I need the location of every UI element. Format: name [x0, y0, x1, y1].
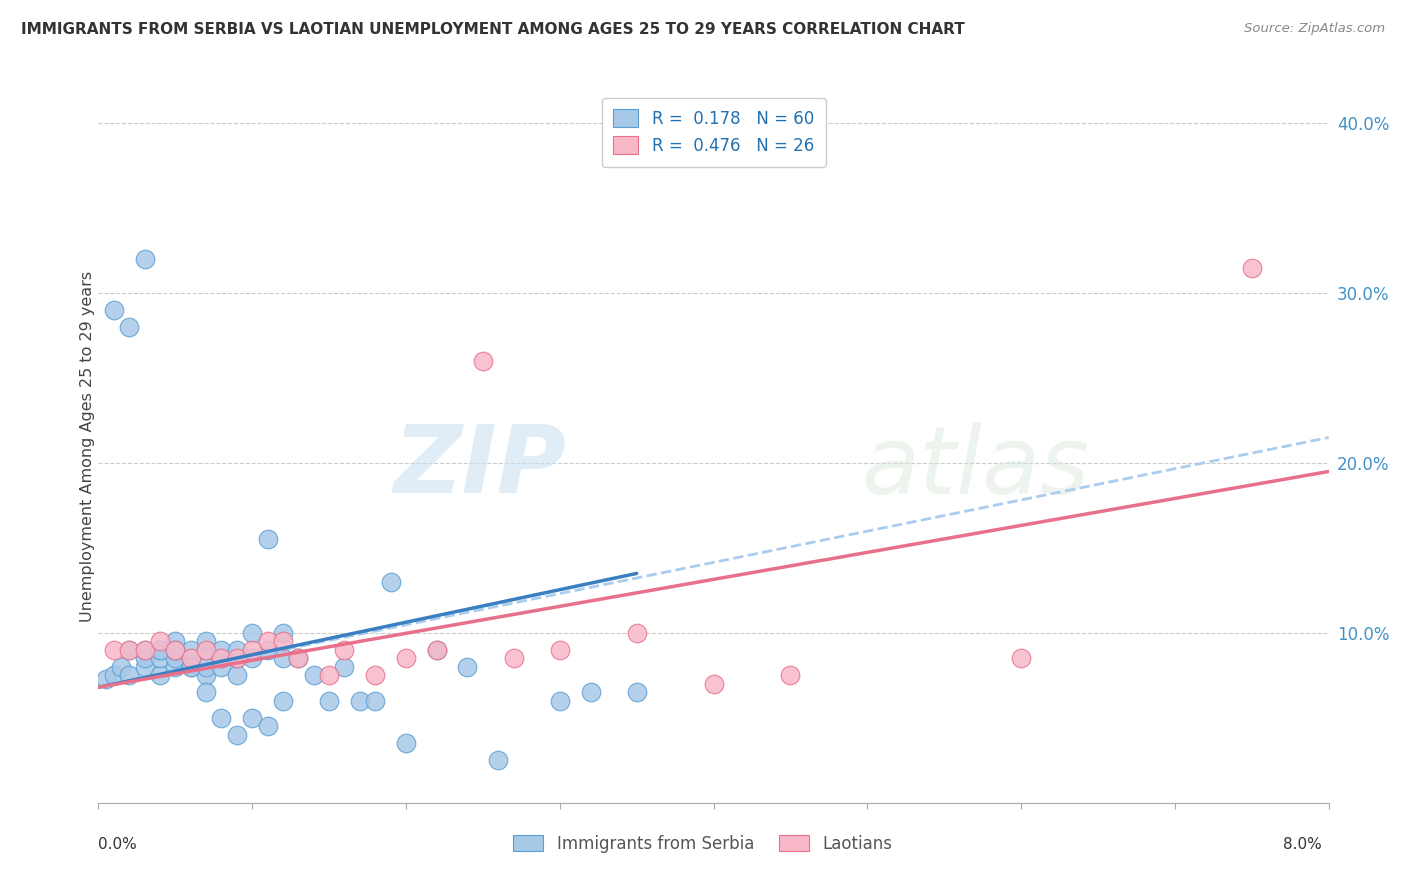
Point	[195, 668, 218, 682]
Point	[134, 643, 156, 657]
Point	[118, 668, 141, 682]
Point	[1010, 651, 1032, 665]
Text: 8.0%: 8.0%	[1282, 837, 1322, 852]
Point	[240, 626, 263, 640]
Point	[240, 651, 263, 665]
Text: 0.0%: 0.0%	[98, 837, 138, 852]
Text: ZIP: ZIP	[394, 421, 565, 514]
Point	[240, 711, 263, 725]
Point	[110, 660, 132, 674]
Point	[134, 660, 156, 674]
Point	[195, 643, 218, 657]
Point	[165, 643, 187, 657]
Point	[165, 643, 187, 657]
Point	[103, 668, 125, 682]
Point	[225, 651, 247, 665]
Point	[165, 651, 187, 665]
Point	[318, 694, 340, 708]
Point	[626, 626, 648, 640]
Point	[471, 354, 494, 368]
Point	[211, 643, 233, 657]
Point	[302, 668, 325, 682]
Point	[225, 668, 247, 682]
Point	[395, 736, 418, 750]
Point	[195, 634, 218, 648]
Point	[703, 677, 725, 691]
Point	[165, 643, 187, 657]
Point	[149, 643, 172, 657]
Point	[426, 643, 449, 657]
Point	[134, 643, 156, 657]
Point	[626, 685, 648, 699]
Point	[287, 651, 309, 665]
Point	[256, 634, 278, 648]
Point	[118, 643, 141, 657]
Legend: R =  0.178   N = 60, R =  0.476   N = 26: R = 0.178 N = 60, R = 0.476 N = 26	[602, 97, 825, 167]
Point	[225, 643, 247, 657]
Point	[180, 651, 202, 665]
Point	[548, 694, 571, 708]
Point	[548, 643, 571, 657]
Point	[180, 651, 202, 665]
Point	[103, 303, 125, 318]
Point	[349, 694, 371, 708]
Point	[271, 651, 294, 665]
Point	[180, 643, 202, 657]
Point	[225, 651, 247, 665]
Point	[333, 660, 356, 674]
Point	[134, 252, 156, 266]
Point	[118, 320, 141, 334]
Point	[271, 694, 294, 708]
Point	[364, 694, 387, 708]
Point	[195, 660, 218, 674]
Point	[426, 643, 449, 657]
Point	[271, 626, 294, 640]
Point	[333, 643, 356, 657]
Y-axis label: Unemployment Among Ages 25 to 29 years: Unemployment Among Ages 25 to 29 years	[80, 270, 94, 622]
Point	[103, 643, 125, 657]
Point	[779, 668, 801, 682]
Point	[149, 651, 172, 665]
Point	[149, 643, 172, 657]
Point	[502, 651, 524, 665]
Point	[195, 685, 218, 699]
Point	[118, 643, 141, 657]
Point	[240, 643, 263, 657]
Text: IMMIGRANTS FROM SERBIA VS LAOTIAN UNEMPLOYMENT AMONG AGES 25 TO 29 YEARS CORRELA: IMMIGRANTS FROM SERBIA VS LAOTIAN UNEMPL…	[21, 22, 965, 37]
Point	[225, 728, 247, 742]
Point	[195, 643, 218, 657]
Point	[180, 660, 202, 674]
Point	[165, 660, 187, 674]
Point	[256, 643, 278, 657]
Point	[211, 711, 233, 725]
Text: Source: ZipAtlas.com: Source: ZipAtlas.com	[1244, 22, 1385, 36]
Point	[256, 719, 278, 733]
Point	[287, 651, 309, 665]
Point	[211, 651, 233, 665]
Point	[180, 660, 202, 674]
Point	[211, 651, 233, 665]
Point	[149, 668, 172, 682]
Point	[149, 634, 172, 648]
Point	[486, 753, 509, 767]
Point	[364, 668, 387, 682]
Point	[1240, 260, 1263, 275]
Point	[579, 685, 602, 699]
Point	[318, 668, 340, 682]
Text: atlas: atlas	[860, 422, 1090, 513]
Point	[395, 651, 418, 665]
Point	[211, 660, 233, 674]
Point	[165, 634, 187, 648]
Point	[380, 574, 402, 589]
Legend: Immigrants from Serbia, Laotians: Immigrants from Serbia, Laotians	[505, 827, 901, 862]
Point	[271, 634, 294, 648]
Point	[134, 651, 156, 665]
Point	[456, 660, 478, 674]
Point	[256, 533, 278, 547]
Point	[94, 672, 117, 686]
